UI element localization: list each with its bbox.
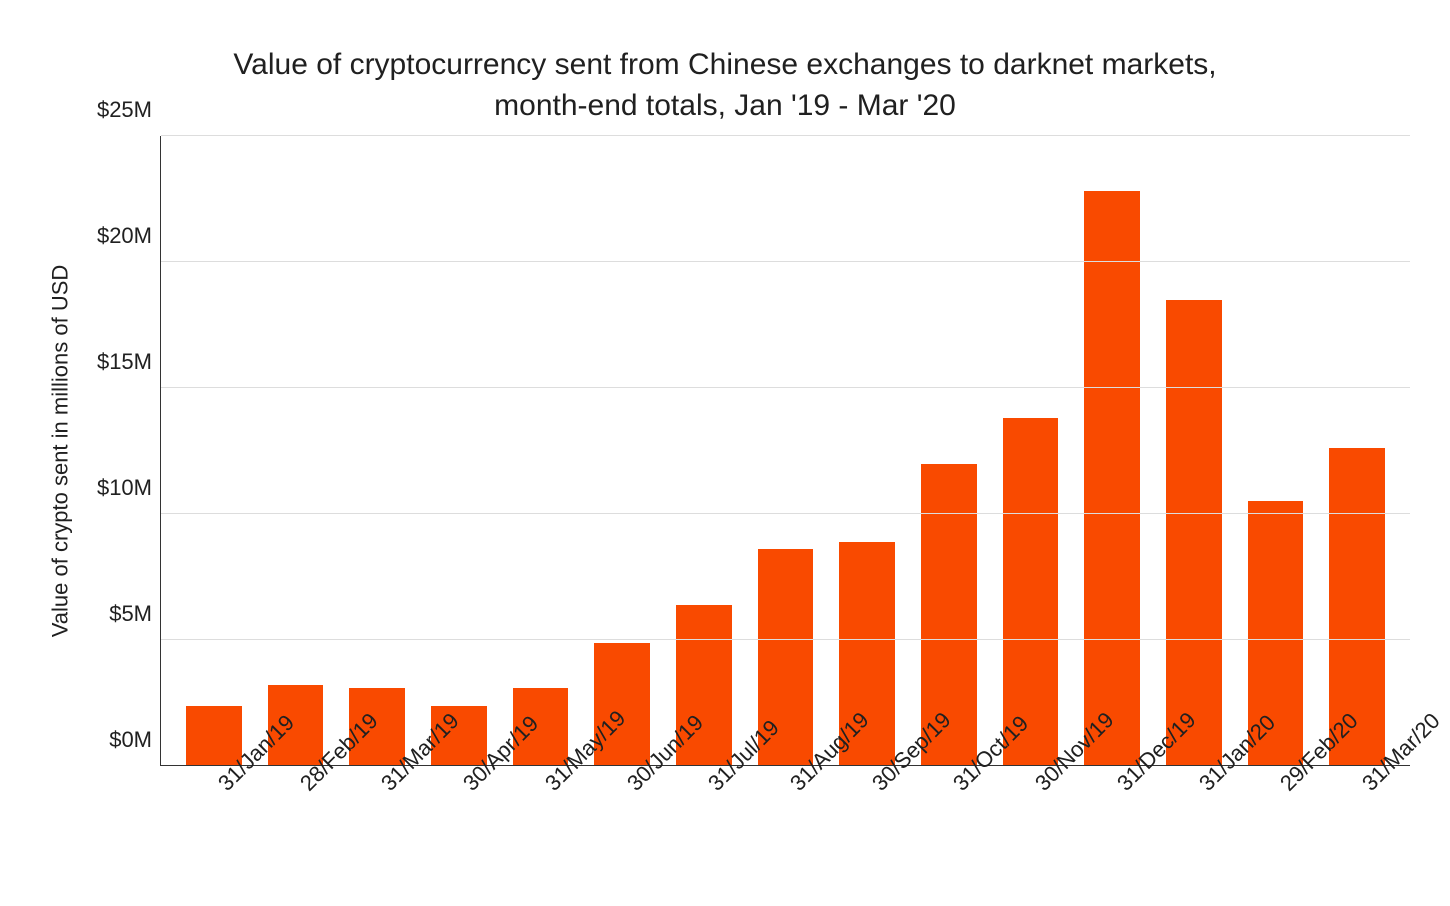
xaxis-label-slot: 31/Oct/19 xyxy=(908,766,990,906)
xaxis-tick-label: 31/Dec/19 xyxy=(1112,778,1130,796)
xaxis-tick-label: 31/May/19 xyxy=(540,778,558,796)
xaxis-label-slot: 31/Mar/20 xyxy=(1316,766,1398,906)
xaxis-tick-label: 31/Mar/20 xyxy=(1357,778,1375,796)
xaxis-tick-label: 31/Mar/19 xyxy=(376,778,394,796)
gridline xyxy=(161,387,1410,388)
bar-slot xyxy=(1316,136,1398,766)
xaxis-label-slot: 31/Jan/20 xyxy=(1153,766,1235,906)
gridline xyxy=(161,135,1410,136)
bar-slot xyxy=(500,136,582,766)
gridline xyxy=(161,261,1410,262)
xaxis-label-slot: 31/Jul/19 xyxy=(662,766,744,906)
bar-slot xyxy=(581,136,663,766)
yaxis-label: Value of crypto sent in millions of USD xyxy=(47,265,73,638)
xaxis-label-slot: 30/Nov/19 xyxy=(989,766,1071,906)
xaxis-tick-label: 31/Aug/19 xyxy=(785,778,803,796)
yaxis-tick-label: $25M xyxy=(97,97,152,123)
xaxis-tick-label: 30/Jun/19 xyxy=(622,778,640,796)
xaxis-label-slot: 30/Sep/19 xyxy=(826,766,908,906)
xaxis-label-slot: 31/Mar/19 xyxy=(335,766,417,906)
chart-container: Value of cryptocurrency sent from Chines… xyxy=(0,0,1450,894)
plot-row: Value of crypto sent in millions of USD … xyxy=(40,136,1410,766)
bar-slot xyxy=(663,136,745,766)
yaxis-label-col: Value of crypto sent in millions of USD xyxy=(40,136,80,766)
bar-slot xyxy=(255,136,337,766)
bar-slot xyxy=(173,136,255,766)
bar-slot xyxy=(745,136,827,766)
yaxis-tick-label: $10M xyxy=(97,475,152,501)
xaxis-label-slot: 31/May/19 xyxy=(499,766,581,906)
chart-title-line1: Value of cryptocurrency sent from Chines… xyxy=(233,48,1216,81)
yaxis-tick-label: $20M xyxy=(97,223,152,249)
xaxis-label-slot: 31/Aug/19 xyxy=(744,766,826,906)
gridline xyxy=(161,513,1410,514)
bar-slot xyxy=(1235,136,1317,766)
xaxis-label-slot: 31/Jan/19 xyxy=(172,766,254,906)
yaxis-ticks: $0M$5M$10M$15M$20M$25M xyxy=(80,136,160,766)
xaxis-tick-label: 31/Jan/20 xyxy=(1194,778,1212,796)
xaxis-tick-label: 30/Nov/19 xyxy=(1030,778,1048,796)
bar-slot xyxy=(908,136,990,766)
bar-slot xyxy=(418,136,500,766)
bar-slot xyxy=(1071,136,1153,766)
bar-slot xyxy=(336,136,418,766)
chart-title: Value of cryptocurrency sent from Chines… xyxy=(100,45,1350,126)
xaxis-label-slot: 28/Feb/19 xyxy=(254,766,336,906)
bar-slot xyxy=(1153,136,1235,766)
xaxis-tick-label: 31/Jan/19 xyxy=(213,778,231,796)
xaxis-label-slot: 30/Apr/19 xyxy=(417,766,499,906)
bar xyxy=(1084,191,1140,766)
xaxis-label-slot: 29/Feb/20 xyxy=(1235,766,1317,906)
bar-slot xyxy=(826,136,908,766)
xaxis-label-slot: 30/Jun/19 xyxy=(581,766,663,906)
bar-slot xyxy=(990,136,1072,766)
plot-area xyxy=(160,136,1410,766)
xaxis-tick-label: 28/Feb/19 xyxy=(295,778,313,796)
yaxis-tick-label: $15M xyxy=(97,349,152,375)
gridline xyxy=(161,639,1410,640)
bar xyxy=(1166,300,1222,766)
xaxis-tick-label: 31/Jul/19 xyxy=(703,778,721,796)
yaxis-tick-label: $0M xyxy=(109,727,152,753)
bars-container xyxy=(161,136,1410,766)
xaxis-label-slot: 31/Dec/19 xyxy=(1071,766,1153,906)
yaxis-tick-label: $5M xyxy=(109,601,152,627)
xaxis-tick-label: 31/Oct/19 xyxy=(948,778,966,796)
chart-title-line2: month-end totals, Jan '19 - Mar '20 xyxy=(494,89,956,122)
xaxis-labels: 31/Jan/19 28/Feb/19 31/Mar/19 30/Apr/19 31/M… xyxy=(160,766,1410,906)
xaxis-tick-label: 30/Apr/19 xyxy=(458,778,476,796)
xaxis-tick-label: 29/Feb/20 xyxy=(1275,778,1293,796)
xaxis-tick-label: 30/Sep/19 xyxy=(867,778,885,796)
